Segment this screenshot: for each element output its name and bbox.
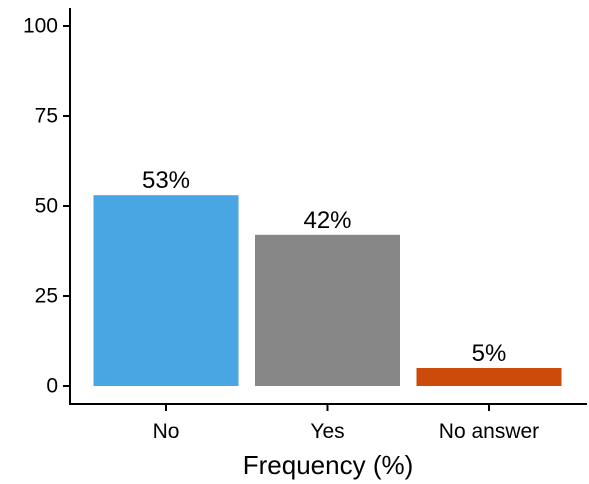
- bar-no-answer: [416, 368, 562, 386]
- y-tick-label: 0: [46, 375, 58, 398]
- data-label: 5%: [472, 340, 507, 367]
- x-tick-label: No: [153, 420, 180, 443]
- x-tick-label: Yes: [310, 420, 344, 443]
- bar-yes: [255, 234, 400, 386]
- y-tick-label: 50: [35, 195, 58, 218]
- data-labels-group: 53% 42% 5%: [142, 167, 506, 367]
- x-axis-title: Frequency (%): [243, 450, 414, 480]
- data-label: 53%: [142, 167, 190, 194]
- bar-no: [93, 195, 239, 386]
- x-axis: No Yes No answer: [69, 403, 587, 443]
- x-tick-label: No answer: [439, 420, 539, 443]
- y-tick-label: 25: [35, 285, 58, 308]
- y-tick-label: 100: [23, 15, 58, 38]
- data-label: 42%: [303, 207, 351, 234]
- y-axis: 0 25 50 75 100: [23, 8, 71, 405]
- y-tick-label: 75: [35, 105, 58, 128]
- bars-group: [93, 195, 562, 386]
